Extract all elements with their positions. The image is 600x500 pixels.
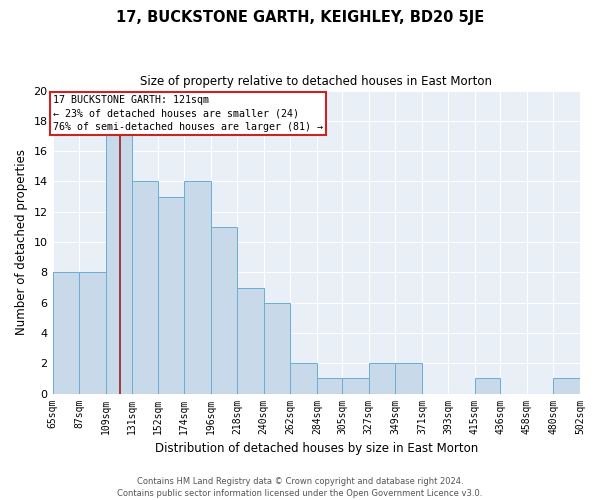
Bar: [317, 378, 342, 394]
Text: 17 BUCKSTONE GARTH: 121sqm
← 23% of detached houses are smaller (24)
76% of semi: 17 BUCKSTONE GARTH: 121sqm ← 23% of deta…: [53, 95, 323, 132]
Bar: [553, 378, 580, 394]
Bar: [237, 288, 264, 394]
Title: Size of property relative to detached houses in East Morton: Size of property relative to detached ho…: [140, 75, 492, 88]
Bar: [211, 227, 237, 394]
Y-axis label: Number of detached properties: Number of detached properties: [15, 149, 28, 335]
Bar: [395, 364, 422, 394]
Text: Contains HM Land Registry data © Crown copyright and database right 2024.
Contai: Contains HM Land Registry data © Crown c…: [118, 476, 482, 498]
Bar: [475, 378, 500, 394]
X-axis label: Distribution of detached houses by size in East Morton: Distribution of detached houses by size …: [155, 442, 478, 455]
Bar: [342, 378, 369, 394]
Bar: [369, 364, 395, 394]
Text: 17, BUCKSTONE GARTH, KEIGHLEY, BD20 5JE: 17, BUCKSTONE GARTH, KEIGHLEY, BD20 5JE: [116, 10, 484, 25]
Bar: [79, 272, 106, 394]
Bar: [132, 182, 158, 394]
Bar: [158, 196, 184, 394]
Bar: [106, 106, 132, 394]
Bar: [53, 272, 79, 394]
Bar: [184, 182, 211, 394]
Bar: [290, 364, 317, 394]
Bar: [264, 302, 290, 394]
